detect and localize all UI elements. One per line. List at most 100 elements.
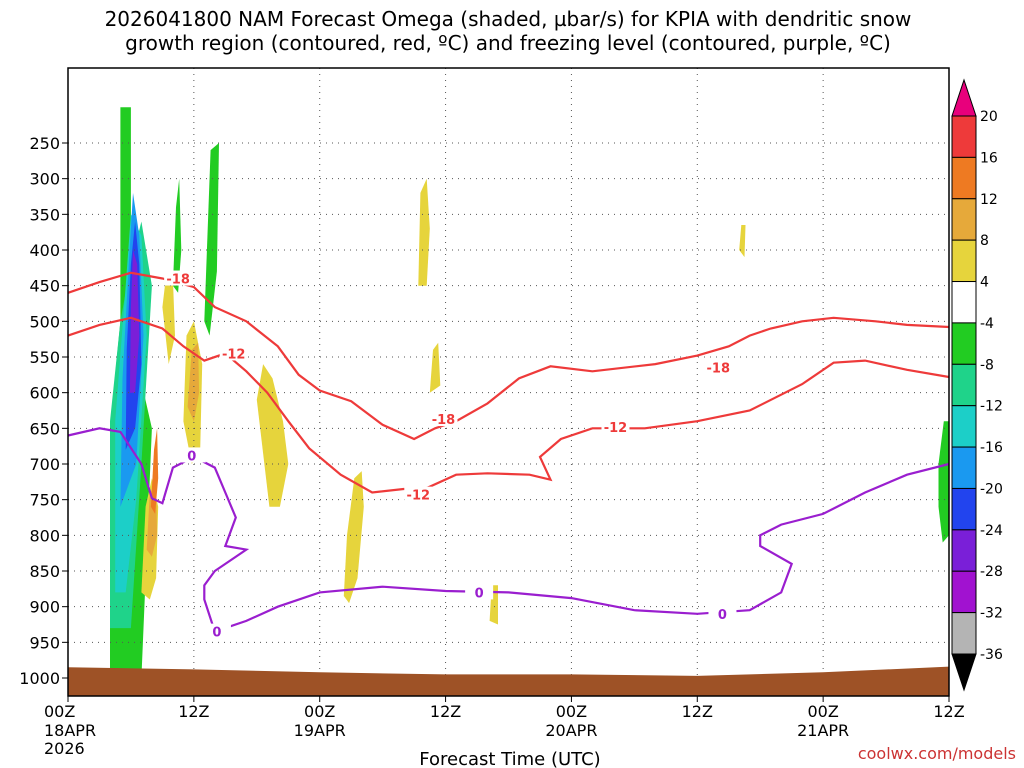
omega-region-13 (418, 178, 430, 286)
colorbar-label-4: 4 (980, 275, 989, 291)
dgz-contour-minus12-label-bg-2 (601, 418, 630, 434)
x-tick-date-4: 20APR (545, 721, 597, 740)
colorbar-label-13: -36 (980, 647, 1003, 663)
dgz-contour-minus12-label-2: -12 (604, 421, 628, 436)
y-tick-label-950: 950 (29, 633, 60, 652)
freezing-level-contour-line (67, 427, 950, 633)
dgz-contour-minus12-label-0: -12 (222, 347, 246, 362)
omega-region-11 (256, 364, 289, 507)
y-tick-label-250: 250 (29, 134, 60, 153)
x-tick-time-2: 00Z (304, 702, 335, 721)
y-tick-label-900: 900 (29, 598, 60, 617)
freezing-level-contour-label-bg-0 (177, 447, 206, 463)
colorbar-box-0 (951, 115, 977, 158)
freezing-level-contour-label-2: 0 (475, 586, 484, 601)
colorbar-box-7 (951, 405, 977, 448)
y-tick-label-550: 550 (29, 348, 60, 367)
colorbar-label-2: 12 (980, 192, 998, 208)
colorbar-label-6: -8 (980, 357, 994, 373)
colorbar-label-5: -4 (980, 316, 994, 332)
credit-text: coolwx.com/models (858, 744, 1016, 763)
dgz-contour-minus18-label-0: -18 (166, 273, 190, 288)
omega-region-14 (429, 342, 441, 393)
contour-layer: -18 -18 -18 -12 -12 -12 0 0 0 0 (67, 270, 950, 641)
colorbar-box-1 (951, 156, 977, 200)
x-tick-time-1: 12Z (178, 702, 209, 721)
x-tick-date-2: 19APR (294, 721, 346, 740)
omega-region-9 (162, 271, 175, 365)
omega-region-7 (172, 178, 182, 293)
y-tick-label-1000: 1000 (19, 669, 60, 688)
dgz-contour-minus18-label-bg-1 (429, 411, 458, 427)
colorbar-label-9: -20 (980, 481, 1003, 497)
x-tick-time-4: 00Z (556, 702, 587, 721)
dgz-contour-minus12-label-1: -12 (407, 489, 431, 504)
ground-terrain (68, 666, 949, 696)
x-axis-title: Forecast Time (UTC) (419, 749, 600, 768)
freezing-level-contour-label-bg-3 (708, 605, 737, 621)
x-tick-year-0: 2026 (44, 739, 85, 758)
colorbar-label-7: -12 (980, 399, 1003, 415)
y-axis: 250 300 350 400 450 500 550 600 650 700 750 800 850 9… (19, 134, 68, 688)
freezing-level-contour-label-1: 0 (212, 626, 221, 641)
y-tick-label-350: 350 (29, 205, 60, 224)
colorbar-label-8: -16 (980, 440, 1003, 456)
y-tick-label-800: 800 (29, 526, 60, 545)
y-tick-label-850: 850 (29, 562, 60, 581)
dgz-contour-minus12-line (67, 316, 950, 494)
freezing-level-contour-label-3: 0 (718, 608, 727, 623)
colorbar-box-2 (951, 198, 977, 241)
omega-region-8 (938, 421, 949, 543)
y-tick-label-300: 300 (29, 170, 60, 189)
x-tick-date-0: 18APR (44, 721, 96, 740)
colorbar-box-8 (951, 446, 977, 489)
omega-region-16 (739, 225, 746, 258)
plot-frame (67, 67, 950, 697)
colorbar-box-6 (951, 363, 977, 407)
colorbar-label-0: 20 (980, 109, 998, 125)
freezing-level-contour-label-0: 0 (187, 449, 196, 464)
omega-region-12 (343, 471, 364, 604)
chart-title-line2: growth region (contoured, red, ºC) and f… (125, 31, 891, 55)
dgz-contour-minus12-label-bg-0 (219, 345, 248, 361)
colorbar-box-3 (951, 239, 977, 283)
y-tick-label-600: 600 (29, 384, 60, 403)
y-tick-label-650: 650 (29, 419, 60, 438)
colorbar-label-11: -28 (980, 564, 1003, 580)
colorbar-box-4 (951, 281, 977, 324)
colorbar-box-11 (951, 570, 977, 614)
x-tick-time-3: 12Z (430, 702, 461, 721)
omega-region-6 (204, 143, 219, 336)
colorbar-label-12: -32 (980, 606, 1003, 622)
chart-title-line1: 2026041800 NAM Forecast Omega (shaded, µ… (105, 7, 912, 31)
colorbar-box-5 (951, 322, 977, 365)
freezing-level-contour-label-bg-1 (202, 623, 231, 639)
colorbar: 20 16 12 8 4 -4 -8 -12 -16 -20 -24 -28 -32 -36 (951, 78, 1003, 692)
dgz-contour-minus18-label-bg-2 (704, 359, 733, 375)
dgz-contour-minus12-label-bg-1 (404, 486, 433, 502)
colorbar-label-10: -24 (980, 523, 1003, 539)
freezing-level-contour-label-bg-2 (465, 584, 494, 600)
colorbar-box-9 (951, 487, 977, 531)
ground-layer (68, 666, 949, 696)
x-tick-time-5: 12Z (682, 702, 713, 721)
y-tick-label-450: 450 (29, 277, 60, 296)
y-tick-label-700: 700 (29, 455, 60, 474)
colorbar-box-12 (951, 612, 977, 655)
colorbar-label-3: 8 (980, 233, 989, 249)
omega-region-19 (150, 428, 159, 514)
colorbar-label-1: 16 (980, 150, 998, 166)
colorbar-bottom-cap (951, 653, 977, 692)
x-tick-time-7: 12Z (933, 702, 964, 721)
x-tick-time-6: 00Z (807, 702, 838, 721)
dgz-contour-minus18-label-2: -18 (707, 362, 731, 377)
omega-region-20 (187, 342, 200, 422)
dgz-contour-minus18-label-bg-0 (164, 270, 193, 286)
dgz-contour-minus18-label-1: -18 (432, 413, 456, 428)
x-tick-date-6: 21APR (797, 721, 849, 740)
y-tick-label-400: 400 (29, 241, 60, 260)
x-tick-time-0: 00Z (44, 702, 75, 721)
colorbar-box-10 (951, 529, 977, 572)
